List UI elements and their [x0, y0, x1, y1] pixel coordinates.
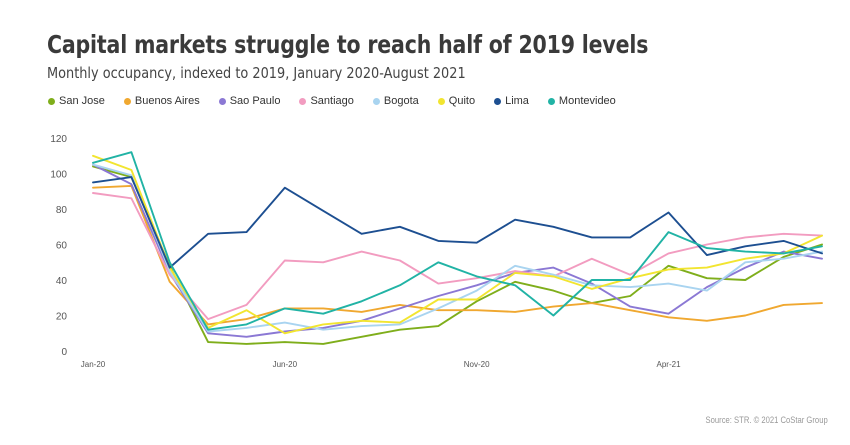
legend-item: Montevideo — [547, 95, 616, 107]
chart-series — [92, 151, 823, 345]
legend-item: Sao Paulo — [218, 95, 281, 107]
chart-axes: 0 20 40 60 80 100 120 Jan-20 Jun-20 Nov-20 Apr-21 — [50, 134, 681, 369]
y-tick-label: 40 — [56, 276, 68, 287]
x-tick-label: Jun-20 — [273, 360, 298, 369]
x-tick-label: Apr-21 — [657, 360, 682, 369]
y-tick-label: 80 — [56, 205, 68, 216]
series-line-lima — [92, 176, 823, 269]
y-tick-label: 20 — [56, 312, 68, 323]
legend-label: Bogota — [383, 95, 419, 107]
series-line-montevideo — [92, 151, 823, 331]
series-line-sao-paulo — [92, 163, 823, 338]
y-tick-label: 0 — [61, 347, 67, 358]
legend-marker — [123, 97, 131, 105]
series-line-buenos-aires — [92, 184, 823, 326]
legend-marker — [48, 97, 55, 105]
legend-marker — [437, 97, 445, 105]
legend-item: Quito — [437, 95, 476, 107]
y-tick-label: 60 — [56, 241, 68, 252]
legend-label: Quito — [448, 95, 476, 107]
legend-marker — [299, 97, 307, 105]
legend-item: Buenos Aires — [123, 95, 200, 107]
legend-item: San Jose — [48, 95, 105, 107]
legend-marker — [218, 97, 226, 105]
legend-label: San Jose — [59, 95, 105, 107]
legend-label: Montevideo — [558, 95, 616, 107]
chart-legend: San Jose Buenos Aires Sao Paulo Santiago Bog… — [48, 93, 635, 109]
x-tick-label: Nov-20 — [464, 360, 490, 369]
legend-marker — [547, 97, 555, 105]
y-tick-label: 100 — [50, 170, 67, 181]
source-note: Source: STR. © 2021 CoStar Group — [705, 415, 828, 425]
legend-label: Buenos Aires — [134, 95, 200, 107]
x-tick-label: Jan-20 — [81, 360, 106, 369]
chart-title: Capital markets struggle to reach half o… — [47, 30, 649, 59]
legend-item: Bogota — [372, 95, 419, 107]
legend-label: Lima — [505, 95, 529, 107]
y-tick-label: 120 — [50, 134, 67, 145]
legend-marker — [494, 97, 502, 105]
series-line-quito — [92, 154, 823, 335]
chart-subtitle: Monthly occupancy, indexed to 2019, Janu… — [47, 64, 466, 82]
legend-label: Santiago — [310, 95, 354, 107]
legend-label: Sao Paulo — [229, 95, 281, 107]
series-line-san-jose — [92, 165, 823, 345]
legend-item: Santiago — [299, 95, 354, 107]
legend-marker — [372, 97, 380, 105]
legend-item: Lima — [494, 95, 529, 107]
